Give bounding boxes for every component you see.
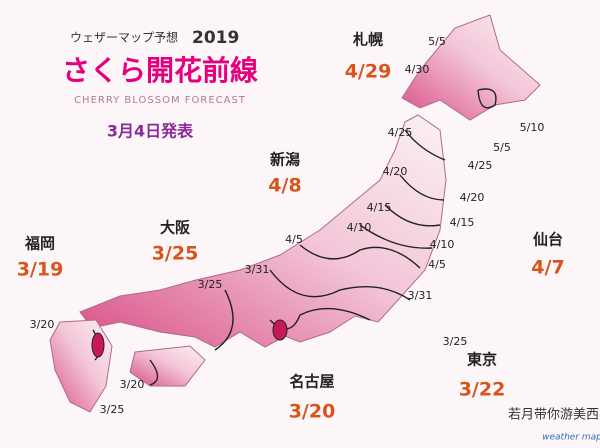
city-name: 福岡 [24,235,55,253]
isoline-label: 4/20 [460,191,485,204]
city-name: 東京 [467,351,497,369]
title: さくら開花前線 [62,54,258,87]
isoline-label: 3/20 [30,318,55,331]
city-date: 3/22 [459,379,506,401]
isoline-label: 4/15 [367,201,392,214]
isoline-label: 4/10 [347,221,372,234]
city-date: 4/7 [531,257,564,279]
logo: weather map [542,433,600,443]
isolines [91,88,497,386]
isoline-label: 5/5 [493,141,511,154]
city-date: 4/8 [268,175,301,197]
isoline-label: 3/31 [408,289,433,302]
city-date: 3/20 [289,401,336,423]
isoline-label: 4/5 [285,233,303,246]
isoline-label: 5/5 [428,35,446,48]
city-name: 新潟 [270,151,300,169]
city-name: 札幌 [352,31,383,49]
city-name: 名古屋 [289,373,334,391]
isoline-label: 4/15 [450,216,475,229]
city-name: 大阪 [160,219,191,237]
city-date: 4/29 [345,61,392,83]
city-name: 仙台 [533,231,563,249]
city-date: 3/19 [17,259,64,281]
date: 3月4日発表 [107,122,194,141]
isoline-label: 4/25 [468,159,493,172]
isoline-label: 4/10 [430,238,455,251]
isoline-label: 4/5 [428,258,446,271]
year: 2019 [192,28,239,48]
watermark: 若月带你游美西 [508,407,599,423]
isoline-label: 5/10 [520,121,545,134]
isoline-label: 4/30 [405,63,430,76]
isoline-label: 4/25 [388,126,413,139]
isoline-label: 3/31 [245,263,270,276]
isoline-label: 3/25 [100,403,125,416]
city-date: 3/25 [152,243,199,265]
isoline-label: 4/20 [383,165,408,178]
isoline-label: 3/20 [120,378,145,391]
isoline-label: 3/25 [443,335,468,348]
isoline-label: 3/25 [198,278,223,291]
subtitle: CHERRY BLOSSOM FORECAST [74,95,246,106]
brand: ウェザーマップ予想 [70,30,178,45]
